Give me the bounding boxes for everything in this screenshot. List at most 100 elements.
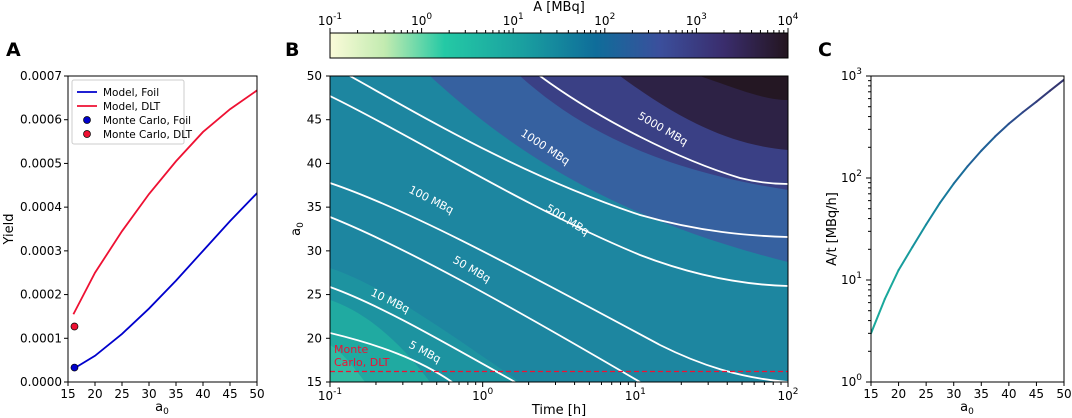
panel-c-xtick-label: 15: [863, 387, 878, 401]
panel-b-frame: [329, 75, 789, 383]
legend-entry-label: Model, DLT: [103, 101, 161, 113]
contour-50mbq: [330, 216, 641, 382]
colorbar-label: A [MBq]: [533, 0, 585, 15]
colorbar-tick-label: 103: [686, 12, 707, 28]
panel-b-ytick-label: 30: [307, 244, 322, 258]
colorbar-tick-label: 102: [594, 12, 615, 28]
series-line-segment: [1049, 78, 1064, 92]
contour-5mbq: [330, 332, 453, 382]
panel-c-xtick-label: 25: [919, 387, 934, 401]
legend-entry-label: Model, Foil: [103, 87, 159, 99]
panel-a-xtick-label: 45: [222, 387, 237, 401]
contour-5000mbq: [539, 76, 788, 185]
panel-b-xtick-label: 100: [472, 387, 493, 403]
panel-b-ylabel: a0: [289, 222, 306, 236]
series-line-segment: [1021, 100, 1038, 114]
colorbar-tick-label: 101: [503, 12, 524, 28]
colorbar: [329, 32, 789, 59]
panel-c-ytick-label: 101: [841, 271, 862, 287]
series-line-segment: [1007, 111, 1024, 125]
panel-c-xtick-label: 50: [1056, 387, 1071, 401]
series-line-0: [72, 192, 257, 370]
panel-a-frame: [67, 75, 258, 383]
contour-1000mbq: [349, 76, 788, 238]
legend-entry-label: Monte Carlo, Foil: [103, 115, 191, 127]
colorbar-tick-label: 104: [777, 12, 798, 28]
panel-a-xtick-label: 30: [141, 387, 156, 401]
heatmap-region-mid: [330, 268, 520, 382]
series-line-segment: [871, 298, 886, 335]
panel-c-xtick-label: 45: [1029, 387, 1044, 401]
heatmap-region-lowest: [330, 345, 365, 382]
series-line-1: [72, 89, 257, 315]
reference-label-line-1: Monte: [334, 343, 369, 356]
series-line-segment: [925, 201, 941, 226]
panel-label-c: C: [818, 39, 832, 61]
panel-c-xtick-label: 40: [1001, 387, 1016, 401]
panel-c-frame: [870, 75, 1065, 383]
panel-a-legend: Model, Foil Model, DLT Monte Carlo, Foil Mo…: [71, 79, 193, 145]
legend-dot-marker: [83, 130, 91, 138]
panel-a-ytick-label: 0.0006: [20, 113, 62, 127]
heatmap-region-low: [330, 300, 430, 382]
panel-c-xtick-label: 35: [974, 387, 989, 401]
panel-a-ytick-label: 0.0005: [20, 156, 62, 170]
panel-c-xtick-label: 30: [946, 387, 961, 401]
colorbar-tick-label: 10-1: [318, 12, 342, 28]
panel-b-ytick-label: 45: [307, 113, 322, 127]
series-line-segment: [994, 122, 1010, 138]
panel-label-a: A: [6, 39, 21, 61]
heatmap-region-highest: [620, 76, 788, 150]
panel-a-ytick-label: 0.0001: [20, 331, 62, 345]
contour-500mbq: [330, 95, 788, 287]
panel-a-xtick-label: 20: [87, 387, 102, 401]
panel-a-ytick-label: 0.0002: [20, 288, 62, 302]
panel-c-ytick-label: 100: [841, 373, 862, 389]
series-point-2: [70, 363, 79, 372]
panel-a-ylabel: Yield: [2, 214, 17, 246]
legend-entry-label: Monte Carlo, DLT: [103, 129, 193, 141]
colorbar-tick-label: 100: [411, 12, 432, 28]
series-line-segment: [938, 182, 955, 204]
panel-c-ytick-label: 103: [841, 67, 862, 83]
panel-a-xtick-label: 25: [114, 387, 129, 401]
panel-a-xtick-label: 50: [249, 387, 264, 401]
panel-c-xtick-label: 20: [891, 387, 906, 401]
panel-b-ytick-label: 25: [307, 288, 322, 302]
series-line-segment: [897, 246, 914, 272]
heatmap-region-top: [700, 76, 788, 100]
series-line-segment: [1035, 89, 1052, 103]
panel-a-ytick-label: 0.0004: [20, 200, 62, 214]
reference-label-line-2: Carlo, DLT: [334, 356, 390, 369]
panel-b-ytick-label: 40: [307, 156, 322, 170]
panel-b-ytick-label: 15: [307, 375, 322, 389]
series-line-segment: [952, 165, 969, 185]
panel-b-ytick-label: 20: [307, 331, 322, 345]
panel-c: 15 20 25 30 35 40 45 50 100 101 102 103 a0 A/t [MBq…: [825, 67, 1072, 417]
series-point-3: [70, 322, 79, 331]
legend-box: [71, 79, 185, 145]
panel-a-xtick-label: 40: [195, 387, 210, 401]
panel-b-xtick-label: 10-1: [318, 387, 342, 403]
panel-c-ytick-label: 102: [841, 169, 862, 185]
panel-label-b: B: [285, 39, 299, 61]
panel-a-xlabel: a0: [155, 400, 169, 417]
panel-a-ytick-label: 0.0000: [20, 375, 62, 389]
reference-line-label: Monte Carlo, DLT: [334, 343, 390, 369]
panel-c-ylabel: A/t [MBq/h]: [825, 192, 840, 266]
panel-b-xlabel: Time [h]: [531, 403, 586, 418]
legend-dot-marker: [83, 116, 91, 124]
panel-a-xtick-label: 35: [168, 387, 183, 401]
series-line-segment: [911, 223, 928, 249]
contour-lines: [330, 76, 788, 382]
panel-b-xtick-label: 102: [777, 387, 798, 403]
series-line-segment: [980, 135, 997, 152]
panel-a-ytick-label: 0.0007: [20, 69, 62, 83]
panel-b-ytick-label: 50: [307, 69, 322, 83]
panel-a: 15 20 25 30 35 40 45 50 0.0000 0.0001 0.0002 0.0003…: [2, 69, 265, 417]
panel-b: A [MBq] 10-1 100 101 102 103 104 5 MBq 10 MBq: [289, 0, 799, 418]
series-line-segment: [883, 269, 900, 301]
contour-10mbq: [330, 286, 516, 382]
panel-a-xtick-label: 15: [60, 387, 75, 401]
